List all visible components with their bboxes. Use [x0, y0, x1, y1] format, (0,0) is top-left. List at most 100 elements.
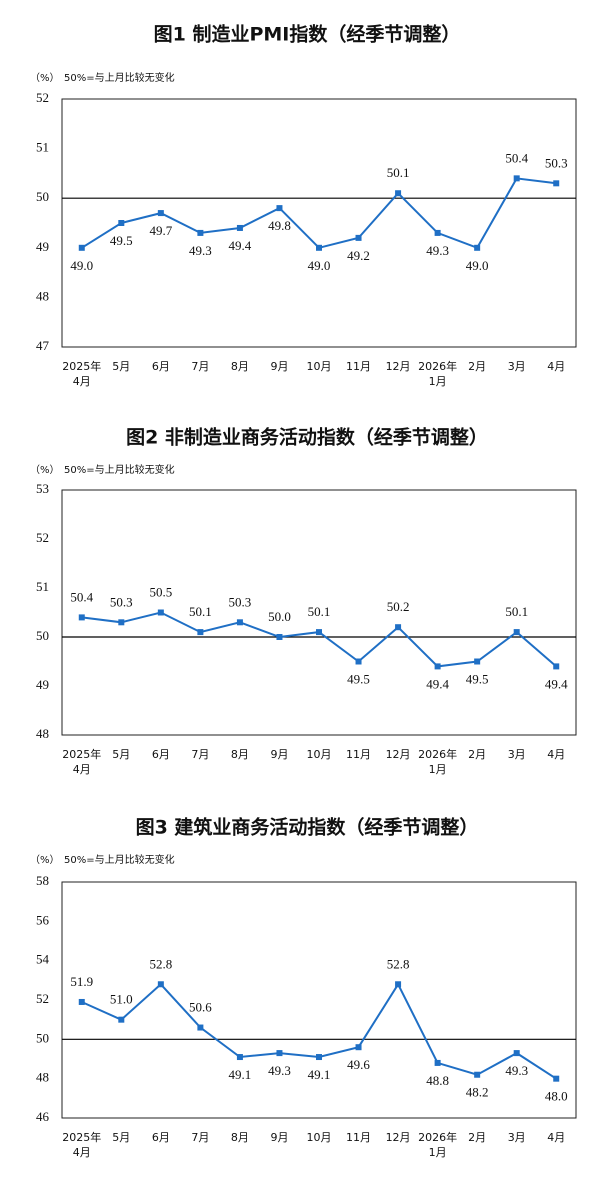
value-label: 50.1	[505, 604, 528, 619]
data-point	[316, 629, 322, 636]
y-tick-label: 49	[36, 677, 49, 692]
x-tick-label: 2025年 4月	[62, 360, 102, 388]
value-label: 49.1	[229, 1067, 252, 1082]
x-tick-label: 9月	[270, 1131, 289, 1144]
x-tick-label: 8月	[230, 748, 249, 761]
y-tick-label: 52	[36, 530, 49, 545]
value-label: 49.4	[426, 676, 449, 691]
value-label: 52.8	[149, 956, 172, 971]
x-tick-label: 5月	[112, 360, 131, 373]
y-tick-label: 52	[36, 991, 49, 1006]
x-tick-label: 4月	[547, 360, 566, 373]
x-tick-label: 3月	[507, 1131, 526, 1144]
value-label: 50.5	[149, 584, 172, 599]
value-label: 50.3	[229, 594, 252, 609]
y-tick-label: 51	[36, 140, 49, 155]
value-label: 49.3	[505, 1063, 528, 1078]
data-point	[553, 663, 560, 670]
x-tick-label: 11月	[346, 1131, 372, 1144]
unit-label: （%）	[30, 72, 60, 84]
data-point	[118, 1016, 125, 1023]
x-tick-label: 5月	[112, 748, 131, 761]
x-tick-label: 6月	[151, 360, 170, 373]
x-tick-label: 2月	[468, 1131, 487, 1144]
y-tick-label: 48	[36, 288, 49, 303]
x-tick-label: 9月	[270, 748, 289, 761]
data-point	[236, 224, 243, 231]
plot-frame	[61, 881, 577, 1119]
x-tick-label: 12月	[385, 748, 411, 761]
y-tick-label: 58	[36, 873, 49, 888]
data-point	[553, 180, 560, 187]
data-point	[236, 619, 243, 626]
value-label: 50.3	[545, 155, 568, 170]
value-label: 49.4	[229, 238, 252, 253]
data-point	[474, 244, 481, 251]
data-point	[78, 614, 85, 621]
data-point	[197, 629, 204, 636]
x-tick-label: 10月	[306, 360, 332, 373]
x-tick-label: 2026年 1月	[418, 360, 458, 388]
data-point	[118, 220, 125, 226]
y-tick-label: 46	[36, 1109, 50, 1124]
data-point	[513, 629, 520, 636]
data-point	[395, 190, 402, 197]
y-tick-label: 48	[36, 1070, 49, 1085]
plot-frame	[61, 98, 577, 348]
value-label: 49.5	[466, 671, 489, 686]
x-tick-label: 8月	[230, 360, 249, 373]
x-tick-label: 10月	[306, 1131, 332, 1144]
value-label: 48.8	[426, 1073, 449, 1088]
value-label: 49.0	[70, 258, 93, 273]
value-label: 50.1	[387, 165, 410, 180]
value-label: 48.2	[466, 1085, 489, 1100]
x-tick-label: 6月	[151, 748, 170, 761]
y-tick-label: 54	[36, 952, 50, 967]
x-tick-label: 2025年 4月	[62, 748, 102, 776]
value-label: 50.2	[387, 599, 410, 614]
data-point	[157, 609, 164, 616]
x-tick-label: 9月	[270, 360, 289, 373]
x-tick-label: 4月	[547, 748, 566, 761]
data-point	[474, 1071, 481, 1078]
data-point	[276, 1050, 283, 1057]
x-tick-label: 2月	[468, 360, 487, 373]
data-point	[395, 981, 402, 988]
value-label: 50.1	[308, 604, 331, 619]
x-tick-label: 12月	[385, 360, 411, 373]
x-tick-label: 5月	[112, 1131, 131, 1144]
unit-label: （%）	[30, 464, 60, 476]
value-label: 50.4	[505, 150, 528, 165]
value-label: 49.3	[189, 243, 212, 258]
x-tick-label: 6月	[151, 1131, 170, 1144]
x-tick-label: 2025年 4月	[62, 1131, 102, 1159]
x-tick-label: 12月	[385, 1131, 411, 1144]
data-point	[236, 1054, 243, 1061]
x-tick-label: 11月	[346, 748, 372, 761]
x-tick-label: 11月	[346, 360, 372, 373]
value-label: 50.1	[189, 604, 212, 619]
data-line	[81, 611, 557, 668]
data-point	[355, 234, 362, 241]
y-tick-label: 48	[36, 726, 49, 741]
data-point	[157, 981, 164, 988]
value-label: 49.8	[268, 218, 291, 233]
data-line	[81, 982, 557, 1080]
y-tick-label: 50	[36, 189, 49, 204]
data-point	[276, 634, 283, 640]
value-label: 50.6	[189, 1000, 212, 1015]
chart-title: 图3 建筑业商务活动指数（经季节调整）	[136, 816, 479, 839]
data-point	[474, 658, 481, 665]
value-label: 49.2	[347, 248, 370, 263]
y-tick-label: 47	[36, 338, 50, 353]
plot-frame	[61, 489, 577, 736]
y-tick-label: 49	[36, 239, 49, 254]
value-label: 51.9	[70, 974, 93, 989]
value-label: 49.7	[149, 223, 172, 238]
value-label: 49.5	[347, 671, 370, 686]
value-label: 49.0	[308, 258, 331, 273]
data-point	[197, 1024, 204, 1031]
chart-title: 图1 制造业PMI指数（经季节调整）	[154, 23, 461, 46]
data-point	[316, 244, 322, 251]
